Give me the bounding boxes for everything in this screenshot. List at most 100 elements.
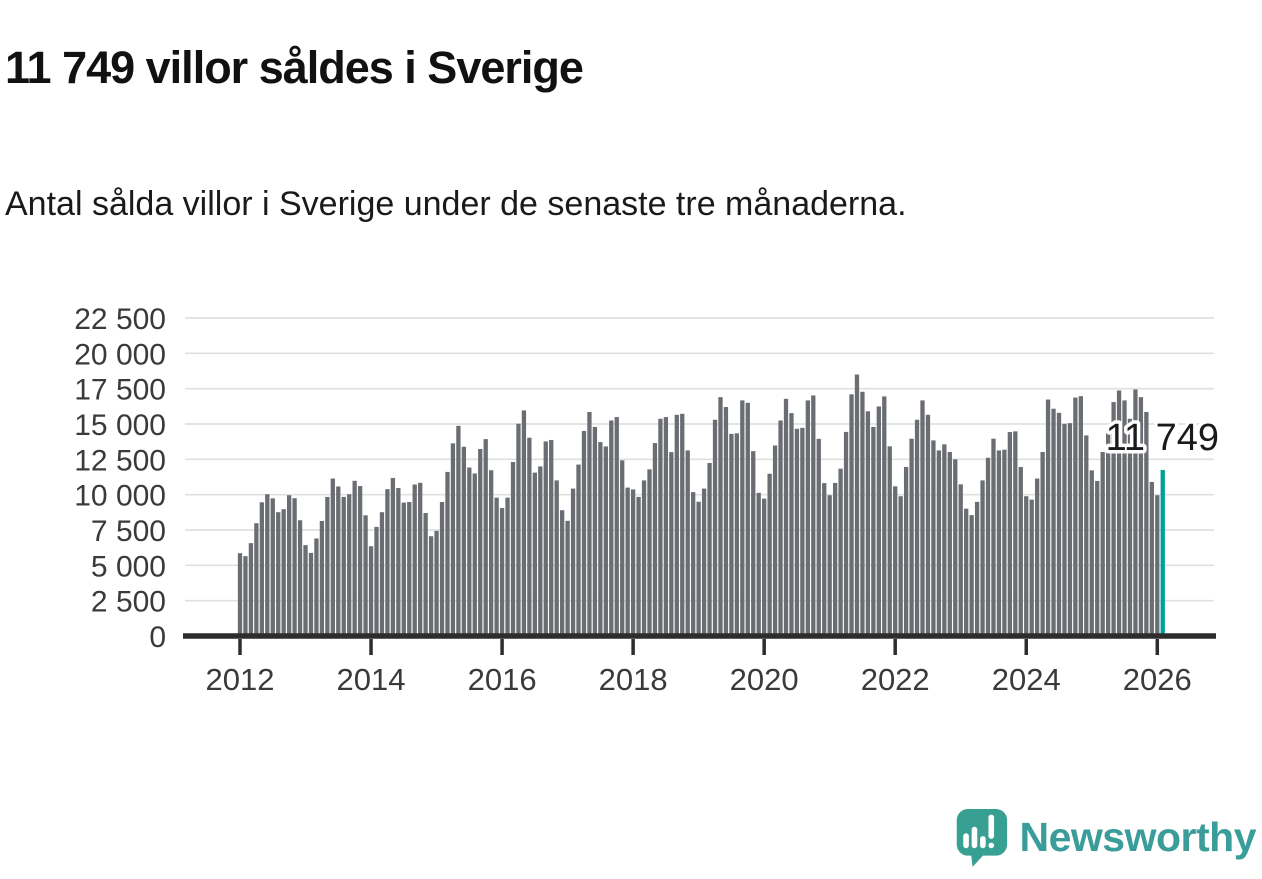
bar [1029,499,1034,636]
latest-value-annotation: 11 749 [1106,417,1219,459]
bar [1007,432,1013,636]
bar [549,439,554,636]
newsworthy-speech-bubble-barchart-icon [956,809,1007,867]
bar [783,398,789,636]
bar [712,419,718,636]
bar [598,442,603,636]
bar [729,433,734,636]
bar [674,414,679,636]
bar [510,462,516,636]
bar [483,439,488,636]
bar [363,515,368,636]
bar [974,501,980,636]
bar [423,513,428,636]
bar [800,427,805,636]
bar [1111,402,1116,636]
bar [854,374,860,636]
bar [559,510,565,636]
highlighted-bar [1160,469,1165,636]
bar [964,508,969,636]
bar [303,545,308,636]
bar [625,487,630,636]
bar [276,512,281,636]
bar [1116,390,1122,636]
bar [1062,423,1067,636]
x-tick-label: 2012 [206,662,275,697]
bar [936,450,942,636]
bar [1056,412,1062,636]
bar [701,488,707,636]
bar [1013,431,1018,636]
bar [581,430,587,636]
bar [297,520,303,636]
bar [576,464,581,636]
bar [636,496,641,636]
bar [1002,449,1007,636]
bar [1105,429,1111,636]
bar [838,468,843,636]
bar [396,488,401,636]
brand-logo: Newsworthy [953,807,1257,867]
bar [794,428,800,636]
y-tick-label: 12 500 [74,444,166,477]
x-tick-label: 2020 [730,662,799,697]
bar [254,523,259,636]
bar [696,501,701,636]
bar [723,407,729,636]
bar [478,449,483,636]
bar [265,494,270,636]
bar [418,482,423,636]
bar [374,526,379,636]
bar [565,520,570,636]
bar [341,496,346,636]
bar [734,433,740,636]
bar [1144,411,1149,636]
bar [991,438,996,636]
bar [822,483,827,636]
bar [685,450,690,636]
x-tick-label: 2014 [337,662,406,697]
bar [772,445,778,636]
bar [898,496,903,636]
bar [319,520,325,636]
y-tick-label: 10 000 [74,480,166,513]
bar [1149,481,1154,636]
bar [407,502,412,636]
bar [942,444,947,636]
logo-bar-1 [962,833,969,849]
bar [543,441,548,636]
bar [494,497,499,636]
bar [1127,418,1133,636]
bar [445,471,450,636]
bar [499,507,505,636]
bar [718,397,723,636]
brand-name: Newsworthy [1019,813,1257,860]
bar [461,446,467,636]
bar [756,492,761,636]
bar [1073,397,1078,636]
bar [669,452,674,636]
bar [1100,451,1105,636]
y-tick-label: 20 000 [74,338,166,371]
bar [620,460,625,636]
bar [434,530,439,636]
bar [527,437,532,636]
bar [767,473,772,636]
bar [1051,408,1056,636]
logo-bar-3 [979,836,986,849]
bar [314,538,319,636]
chart-subtitle: Antal sålda villor i Sverige under de se… [5,185,907,223]
bar [467,467,472,636]
bar [630,489,636,636]
bar [762,498,767,636]
logo-bar-2 [971,826,977,849]
bar [259,502,264,636]
bar [489,470,494,636]
bar [357,486,363,636]
bar [985,457,991,636]
bar [401,502,406,636]
bar [751,451,756,636]
y-tick-label: 2 500 [91,586,166,619]
